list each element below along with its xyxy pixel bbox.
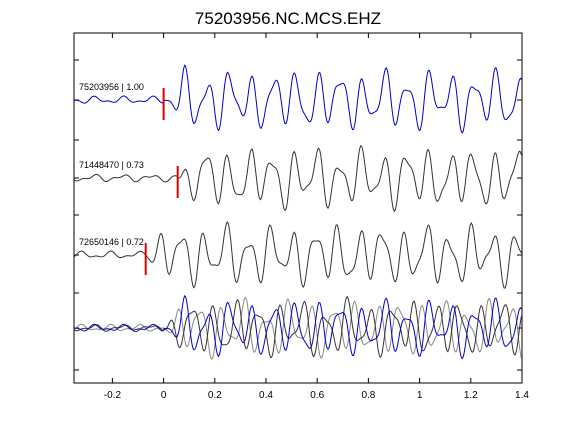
- x-tick-label: -0.2: [104, 390, 122, 401]
- trace-line: [74, 64, 522, 135]
- x-tick-label: 1.2: [464, 390, 478, 401]
- overlay-trace-line: [73, 296, 522, 360]
- y-axis-ticks: [74, 59, 522, 371]
- trace-line: [73, 221, 522, 289]
- x-tick-label: 0.4: [259, 390, 273, 401]
- plot-frame: [73, 32, 523, 384]
- x-tick-label: 0: [161, 390, 167, 401]
- x-tick-label: 0.6: [310, 390, 324, 401]
- trace-labels: 75203956 | 1.00 71448470 | 0.73 72650146 |…: [79, 82, 144, 247]
- trace-line: [73, 144, 522, 213]
- trace-label: 75203956 | 1.00: [79, 82, 144, 92]
- x-tick-label: 0.2: [208, 390, 222, 401]
- trace-label: 72650146 | 0.72: [79, 237, 144, 247]
- overlay-group: [73, 294, 522, 360]
- chart-title: 75203956.NC.MCS.EHZ: [195, 9, 381, 28]
- x-tick-label: 1.4: [515, 390, 529, 401]
- overlay-trace-line: [73, 294, 522, 360]
- x-tick-label: 1: [417, 390, 423, 401]
- pick-markers: [144, 88, 179, 275]
- traces-group: [73, 64, 522, 289]
- x-axis-ticks: -0.2 0 0.2 0.4 0.6 0.8 1 1.2 1.4: [104, 33, 529, 401]
- x-tick-label: 0.8: [361, 390, 375, 401]
- trace-label: 71448470 | 0.73: [79, 160, 144, 170]
